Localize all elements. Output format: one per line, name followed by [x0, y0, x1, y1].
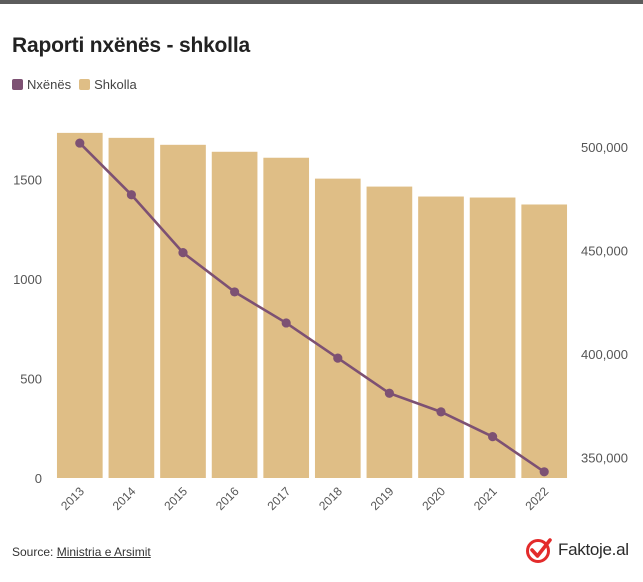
- logo-text: Faktoje.al: [558, 540, 629, 559]
- x-tick-label: 2021: [471, 484, 500, 513]
- left-tick-label: 1000: [13, 272, 42, 287]
- legend-item-nxenes[interactable]: Nxënës: [12, 77, 71, 92]
- left-tick-label: 0: [35, 471, 42, 486]
- x-tick-label: 2019: [368, 484, 397, 513]
- legend: Nxënës Shkolla: [12, 77, 145, 92]
- x-tick-label: 2016: [213, 484, 242, 513]
- bar-2013: [56, 132, 103, 478]
- right-tick-label: 500,000: [581, 140, 628, 155]
- x-tick-label: 2013: [58, 484, 87, 513]
- source-line: Source: Ministria e Arsimit: [12, 545, 151, 559]
- point-nxenes-2017: [281, 318, 291, 328]
- bar-2014: [108, 137, 155, 479]
- legend-swatch-shkolla: [79, 79, 91, 90]
- bar-2020: [418, 196, 464, 478]
- bar-2018: [314, 178, 361, 479]
- legend-label-nxenes: Nxënës: [27, 77, 72, 92]
- bar-2016: [211, 151, 258, 478]
- top-rule: [0, 0, 643, 4]
- chart-canvas: 0 500 1000 1500 350,000 400,000 450,000 500,000…: [13, 132, 628, 513]
- bar-2017: [263, 157, 310, 478]
- checkmark-logo-icon: [526, 538, 552, 563]
- point-nxenes-2019: [384, 388, 394, 398]
- point-nxenes-2020: [436, 407, 446, 417]
- legend-swatch-nxenes: [12, 79, 23, 90]
- point-nxenes-2015: [178, 248, 188, 258]
- right-tick-label: 450,000: [581, 244, 628, 259]
- bar-2015: [160, 144, 206, 479]
- legend-label-shkolla: Shkolla: [94, 77, 137, 92]
- point-nxenes-2013: [75, 138, 85, 148]
- point-nxenes-2021: [488, 432, 498, 442]
- x-tick-label: 2015: [161, 484, 190, 513]
- chart-title: Raporti nxënës - shkolla: [12, 34, 250, 57]
- point-nxenes-2016: [230, 287, 240, 297]
- point-nxenes-2014: [126, 190, 136, 200]
- bar-2021: [469, 197, 516, 478]
- x-tick-label: 2020: [419, 484, 448, 513]
- point-nxenes-2022: [539, 467, 549, 477]
- x-tick-label: 2018: [316, 484, 345, 513]
- bar-2022: [521, 204, 568, 478]
- x-tick-label: 2014: [110, 484, 139, 513]
- faktoje-logo[interactable]: Faktoje.al: [525, 536, 629, 564]
- right-tick-label: 350,000: [581, 450, 628, 465]
- left-tick-label: 500: [20, 372, 42, 387]
- x-tick-label: 2022: [523, 484, 552, 513]
- point-nxenes-2018: [333, 353, 343, 363]
- left-tick-label: 1500: [13, 173, 42, 188]
- source-prefix: Source:: [12, 545, 57, 559]
- source-link[interactable]: Ministria e Arsimit: [56, 545, 151, 559]
- x-tick-label: 2017: [265, 484, 294, 513]
- bar-2019: [366, 186, 413, 478]
- line-nxenes: [78, 142, 545, 473]
- legend-item-shkolla[interactable]: Shkolla: [79, 77, 137, 92]
- right-tick-label: 400,000: [581, 347, 628, 362]
